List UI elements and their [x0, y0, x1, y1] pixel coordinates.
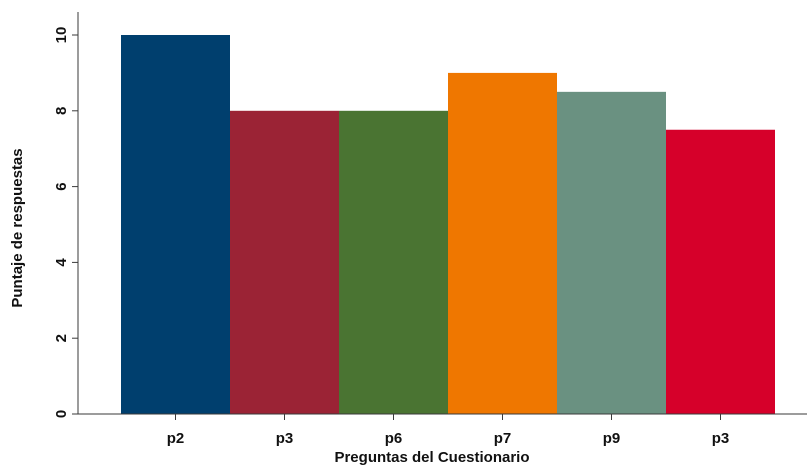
- x-tick-label-p7-4: p7: [494, 430, 512, 447]
- x-tick-label-p6-3: p6: [385, 430, 403, 447]
- y-tick-label-6: 6: [53, 182, 70, 190]
- bar-p3-2: [230, 110, 339, 415]
- x-tick-label-p9-5: p9: [603, 430, 621, 447]
- x-ticks-group: p2 p3 p6 p7 p9 p3: [167, 414, 730, 447]
- y-tick-label-0: 0: [53, 410, 70, 418]
- y-axis-title: Puntaje de respuestas: [9, 148, 26, 307]
- x-axis-title: Preguntas del Cuestionario: [334, 449, 529, 466]
- y-ticks-group: 0 2 4 6 8 10: [53, 27, 78, 418]
- x-tick-label-p2-1: p2: [167, 430, 185, 447]
- bar-p7-4: [448, 72, 557, 415]
- y-tick-label-8: 8: [53, 107, 70, 115]
- bar-p3-6: [666, 129, 775, 414]
- bars-group: [121, 35, 775, 415]
- bar-p6-3: [339, 110, 448, 415]
- y-tick-label-4: 4: [53, 258, 70, 267]
- bar-p2-1: [121, 35, 230, 414]
- y-tick-label-10: 10: [53, 27, 70, 44]
- y-tick-label-2: 2: [53, 334, 70, 342]
- x-tick-label-p3-6: p3: [712, 430, 730, 447]
- bar-p9-5: [557, 91, 666, 414]
- x-tick-label-p3-2: p3: [276, 430, 294, 447]
